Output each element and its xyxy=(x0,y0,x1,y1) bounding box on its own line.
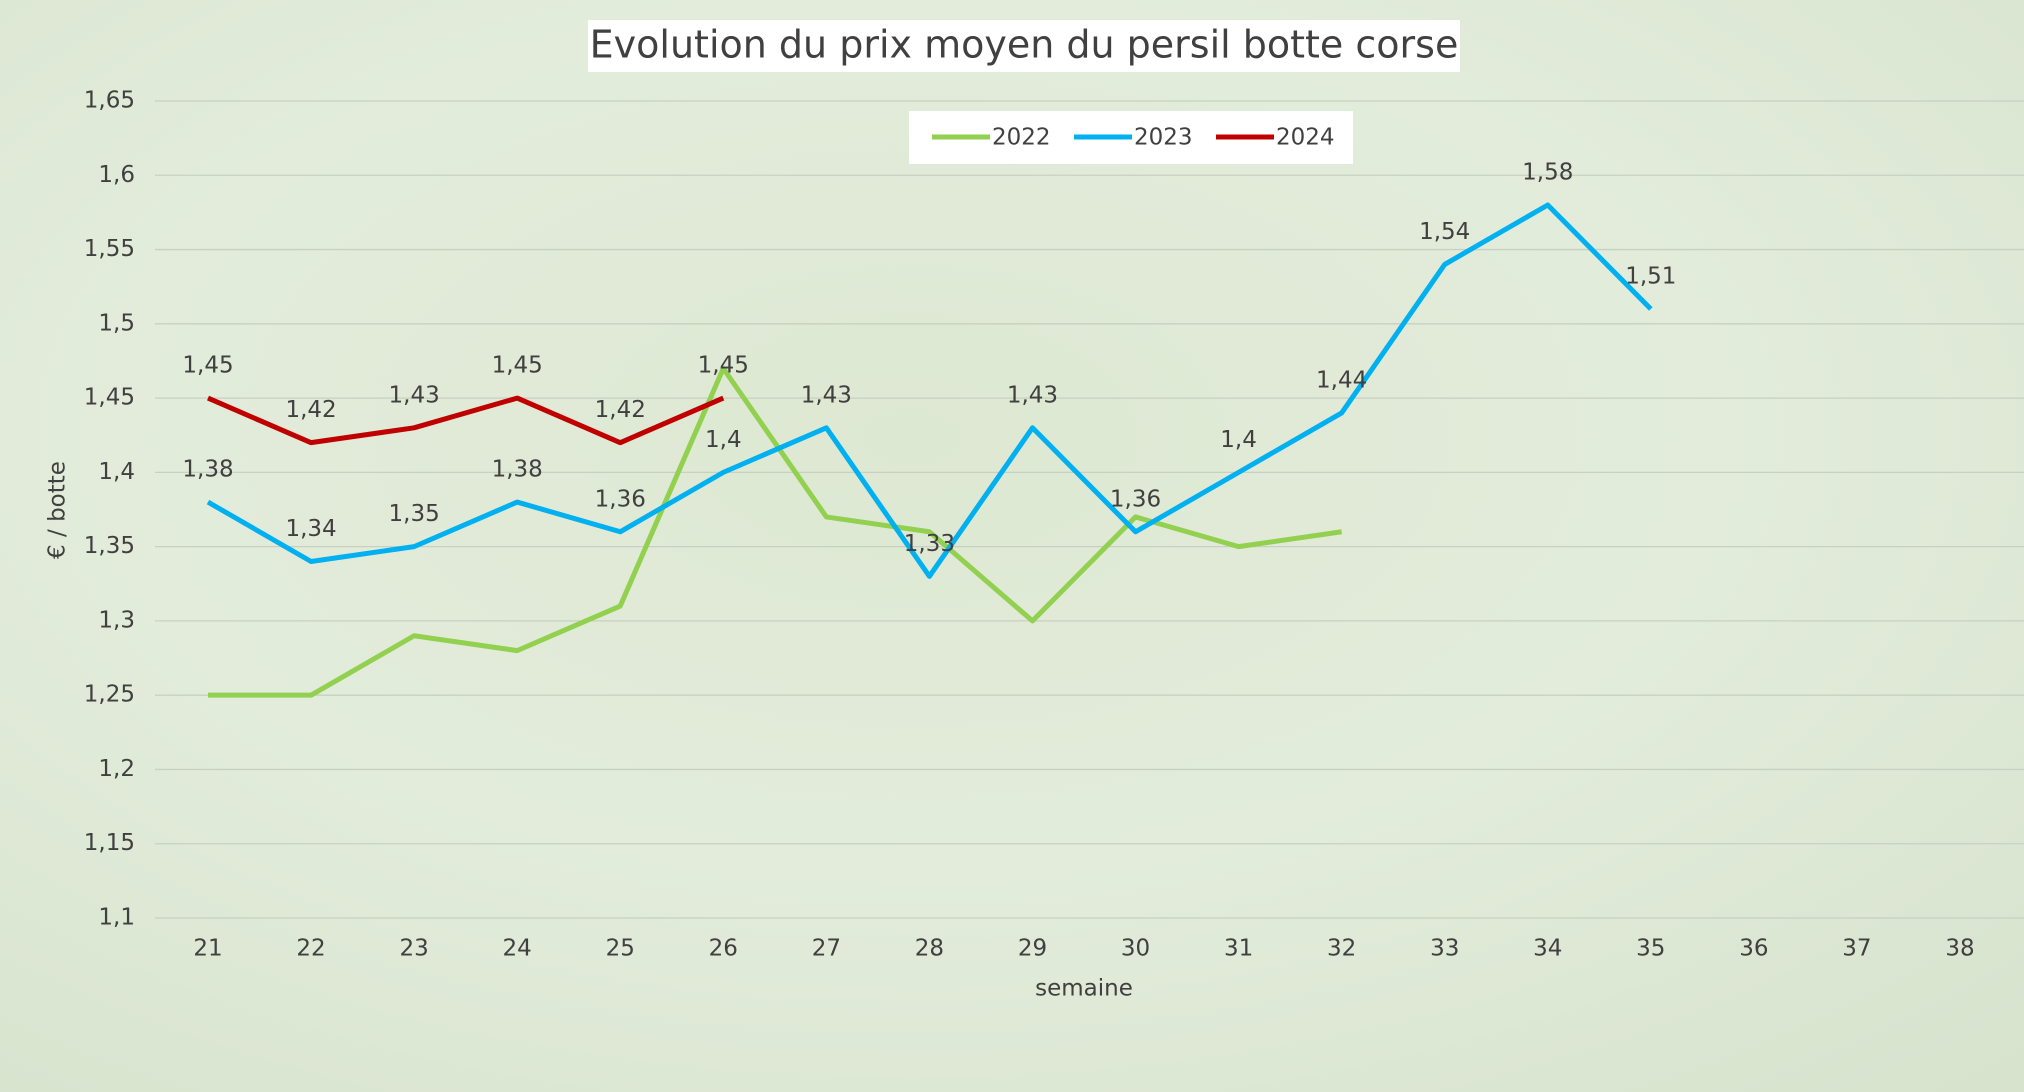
x-tick-label: 22 xyxy=(296,936,325,962)
x-tick-label: 21 xyxy=(193,936,222,962)
data-label: 1,54 xyxy=(1419,219,1470,245)
x-tick-label: 35 xyxy=(1636,936,1665,962)
data-label: 1,36 xyxy=(595,486,646,512)
data-label: 1,4 xyxy=(1220,427,1257,453)
y-tick-label: 1,25 xyxy=(84,682,135,708)
x-tick-label: 31 xyxy=(1224,936,1253,962)
y-tick-label: 1,65 xyxy=(84,88,135,114)
data-label: 1,35 xyxy=(389,501,440,527)
legend-label: 2022 xyxy=(992,125,1051,151)
data-label: 1,36 xyxy=(1110,486,1161,512)
y-tick-label: 1,55 xyxy=(84,236,135,262)
data-label: 1,45 xyxy=(698,353,749,379)
x-tick-label: 38 xyxy=(1945,936,1974,962)
legend-label: 2023 xyxy=(1134,125,1193,151)
y-tick-label: 1,15 xyxy=(84,830,135,856)
y-tick-label: 1,6 xyxy=(98,162,135,188)
x-tick-label: 34 xyxy=(1533,936,1562,962)
x-tick-label: 24 xyxy=(503,936,532,962)
y-axis-title: € / botte xyxy=(45,461,71,559)
x-tick-label: 27 xyxy=(812,936,841,962)
chart: Evolution du prix moyen du persil botte … xyxy=(0,0,2024,1092)
y-tick-label: 1,1 xyxy=(98,905,135,931)
x-tick-label: 36 xyxy=(1739,936,1768,962)
data-label: 1,33 xyxy=(904,531,955,557)
y-tick-label: 1,45 xyxy=(84,385,135,411)
data-label: 1,45 xyxy=(182,353,233,379)
x-tick-label: 32 xyxy=(1327,936,1356,962)
x-tick-label: 37 xyxy=(1842,936,1871,962)
data-label: 1,42 xyxy=(285,397,336,423)
x-tick-label: 25 xyxy=(606,936,635,962)
chart-title: Evolution du prix moyen du persil botte … xyxy=(590,23,1459,67)
x-tick-label: 26 xyxy=(709,936,738,962)
data-label: 1,38 xyxy=(182,457,233,483)
y-tick-label: 1,4 xyxy=(98,459,135,485)
x-tick-label: 33 xyxy=(1430,936,1459,962)
x-tick-label: 23 xyxy=(399,936,428,962)
data-label: 1,43 xyxy=(1007,382,1058,408)
data-label: 1,4 xyxy=(705,427,742,453)
x-axis-title: semaine xyxy=(1035,976,1133,1002)
y-tick-label: 1,2 xyxy=(98,756,135,782)
x-tick-label: 28 xyxy=(915,936,944,962)
y-tick-label: 1,5 xyxy=(98,310,135,336)
y-tick-label: 1,3 xyxy=(98,607,135,633)
legend-label: 2024 xyxy=(1276,125,1335,151)
data-label: 1,58 xyxy=(1522,159,1573,185)
data-label: 1,34 xyxy=(285,516,336,542)
data-label: 1,42 xyxy=(595,397,646,423)
data-label: 1,45 xyxy=(492,353,543,379)
data-label: 1,43 xyxy=(801,382,852,408)
x-tick-label: 30 xyxy=(1121,936,1150,962)
data-label: 1,44 xyxy=(1316,367,1367,393)
x-tick-label: 29 xyxy=(1018,936,1047,962)
data-label: 1,43 xyxy=(389,382,440,408)
data-label: 1,38 xyxy=(492,457,543,483)
data-label: 1,51 xyxy=(1625,263,1676,289)
y-tick-label: 1,35 xyxy=(84,533,135,559)
